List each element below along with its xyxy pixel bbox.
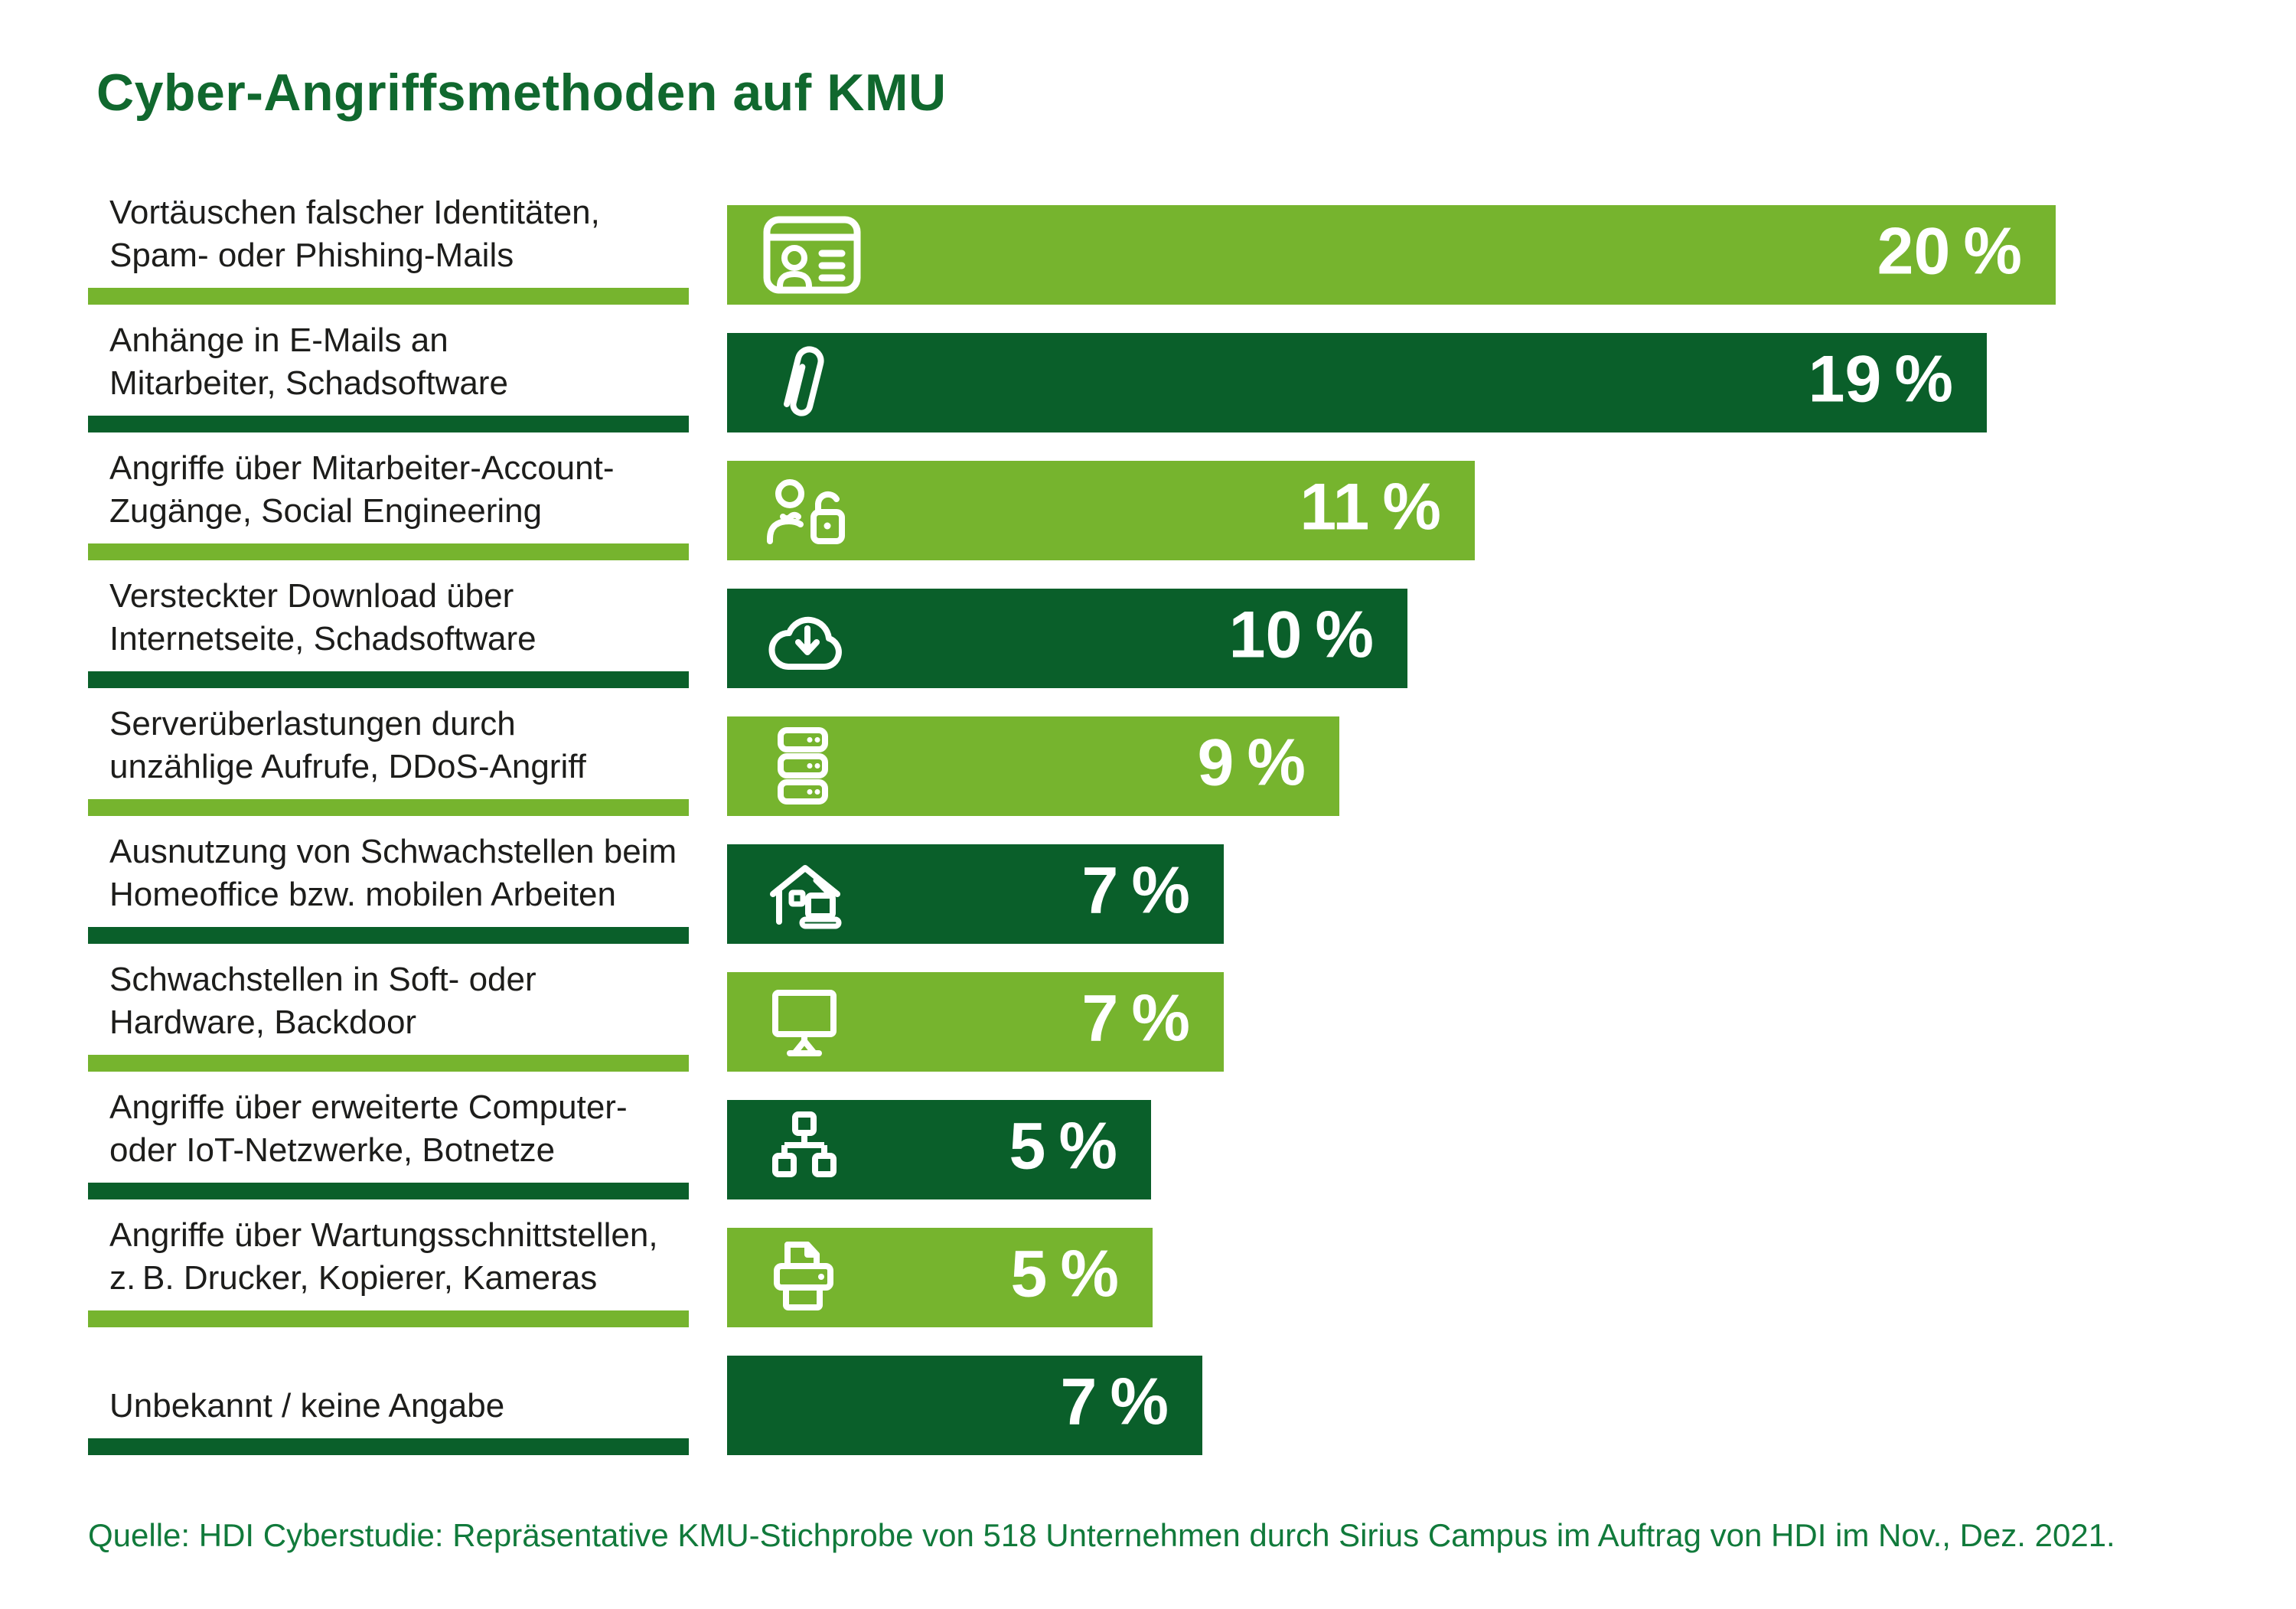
chart-title: Cyber-Angriffsmethoden auf KMU — [96, 64, 947, 122]
category-label: Anhänge in E-Mails an Mitarbeiter, Schads… — [88, 319, 689, 432]
category-label-line: z. B. Drucker, Kopierer, Kameras — [109, 1259, 598, 1297]
category-label-line: unzählige Aufrufe, DDoS-Angriff — [109, 748, 586, 785]
category-label: Unbekannt / keine Angabe — [88, 1385, 689, 1455]
bar: 5 % — [727, 1100, 1151, 1199]
category-underline — [88, 288, 689, 305]
chart-row: Angriffe über erweiterte Computer-oder I… — [88, 1088, 2063, 1199]
user-lock-icon — [762, 469, 853, 552]
chart-row: Ausnutzung von Schwachstellen beim Homeof… — [88, 833, 2063, 944]
category-underline — [88, 1310, 689, 1327]
category-underline — [88, 1183, 689, 1199]
category-label: Ausnutzung von Schwachstellen beim Homeof… — [88, 831, 689, 944]
value-label: 7 % — [1081, 981, 1190, 1056]
chart-row: Unbekannt / keine Angabe 7 % — [88, 1356, 2063, 1455]
category-underline — [88, 799, 689, 816]
category-label-line: Versteckter Download über — [109, 577, 514, 615]
category-label: Schwachstellen in Soft- oder Hardware, Ba… — [88, 958, 689, 1072]
server-stack-icon — [762, 723, 843, 810]
chart-row: Angriffe über Mitarbeiter-Account- Zugäng… — [88, 449, 2063, 560]
category-underline — [88, 927, 689, 944]
printer-icon — [762, 1235, 843, 1320]
bar: 19 % — [727, 333, 1987, 432]
category-label-line: oder IoT-Netzwerke, Botnetze — [109, 1131, 556, 1169]
value-label: 5 % — [1010, 1237, 1119, 1311]
bar: 10 % — [727, 589, 1407, 688]
category-label-line: Unbekannt / keine Angabe — [109, 1387, 505, 1425]
value-label: 7 % — [1081, 853, 1190, 928]
category-underline — [88, 543, 689, 560]
category-label-line: Angriffe über Mitarbeiter-Account- — [109, 449, 615, 487]
category-underline — [88, 1438, 689, 1455]
category-label-line: Spam- oder Phishing-Mails — [109, 237, 514, 274]
value-label: 19 % — [1808, 342, 1953, 416]
category-underline — [88, 416, 689, 432]
value-label: 20 % — [1877, 214, 2022, 289]
network-icon — [762, 1108, 846, 1191]
category-label-line: Anhänge in E-Mails an — [109, 321, 448, 359]
category-label: Serverüberlastungen durch unzählige Aufru… — [88, 703, 689, 816]
category-label: Angriffe über Wartungsschnittstellen, z. … — [88, 1214, 689, 1327]
category-label-line: Internetseite, Schadsoftware — [109, 620, 536, 658]
value-label: 9 % — [1197, 726, 1306, 800]
bar-chart: Vortäuschen falscher Identitäten, Spam- o… — [88, 194, 2063, 1483]
bar: 5 % — [727, 1228, 1153, 1327]
category-label: Vortäuschen falscher Identitäten, Spam- o… — [88, 191, 689, 305]
bar: 7 % — [727, 844, 1224, 944]
bar: 11 % — [727, 461, 1475, 560]
category-label-line: Ausnutzung von Schwachstellen beim — [109, 833, 677, 870]
home-office-icon — [762, 853, 856, 935]
cloud-download-icon — [762, 601, 857, 676]
bar: 7 % — [727, 1356, 1202, 1455]
category-label: Versteckter Download über Internetseite, … — [88, 575, 689, 688]
chart-row: Angriffe über Wartungsschnittstellen, z. … — [88, 1216, 2063, 1327]
id-card-icon — [762, 215, 862, 295]
source-note: Quelle: HDI Cyberstudie: Repräsentative … — [88, 1517, 2115, 1553]
value-label: 5 % — [1009, 1109, 1117, 1183]
chart-row: Schwachstellen in Soft- oder Hardware, Ba… — [88, 961, 2063, 1072]
category-label-line: Hardware, Backdoor — [109, 1004, 417, 1041]
category-label: Angriffe über erweiterte Computer-oder I… — [88, 1086, 689, 1199]
monitor-icon — [762, 984, 846, 1060]
category-label-line: Schwachstellen in Soft- oder — [109, 961, 536, 998]
category-label-line: Serverüberlastungen durch — [109, 705, 516, 742]
value-label: 11 % — [1300, 470, 1441, 544]
bar: 20 % — [727, 205, 2056, 305]
category-label-line: Angriffe über erweiterte Computer- — [109, 1088, 628, 1126]
category-label-line: Zugänge, Social Engineering — [109, 492, 543, 530]
chart-row: Serverüberlastungen durch unzählige Aufru… — [88, 705, 2063, 816]
category-underline — [88, 1055, 689, 1072]
category-label-line: Vortäuschen falscher Identitäten, — [109, 194, 600, 231]
category-label-line: Angriffe über Wartungsschnittstellen, — [109, 1216, 658, 1254]
category-underline — [88, 671, 689, 688]
category-label: Angriffe über Mitarbeiter-Account- Zugäng… — [88, 447, 689, 560]
bar: 9 % — [727, 716, 1339, 816]
paperclip-icon — [762, 338, 833, 428]
category-label-line: Homeoffice bzw. mobilen Arbeiten — [109, 876, 616, 913]
value-label: 10 % — [1228, 598, 1374, 672]
value-label: 7 % — [1060, 1365, 1169, 1439]
chart-row: Anhänge in E-Mails an Mitarbeiter, Schads… — [88, 321, 2063, 432]
chart-row: Versteckter Download über Internetseite, … — [88, 577, 2063, 688]
category-label-line: Mitarbeiter, Schadsoftware — [109, 364, 508, 402]
bar: 7 % — [727, 972, 1224, 1072]
chart-row: Vortäuschen falscher Identitäten, Spam- o… — [88, 194, 2063, 305]
